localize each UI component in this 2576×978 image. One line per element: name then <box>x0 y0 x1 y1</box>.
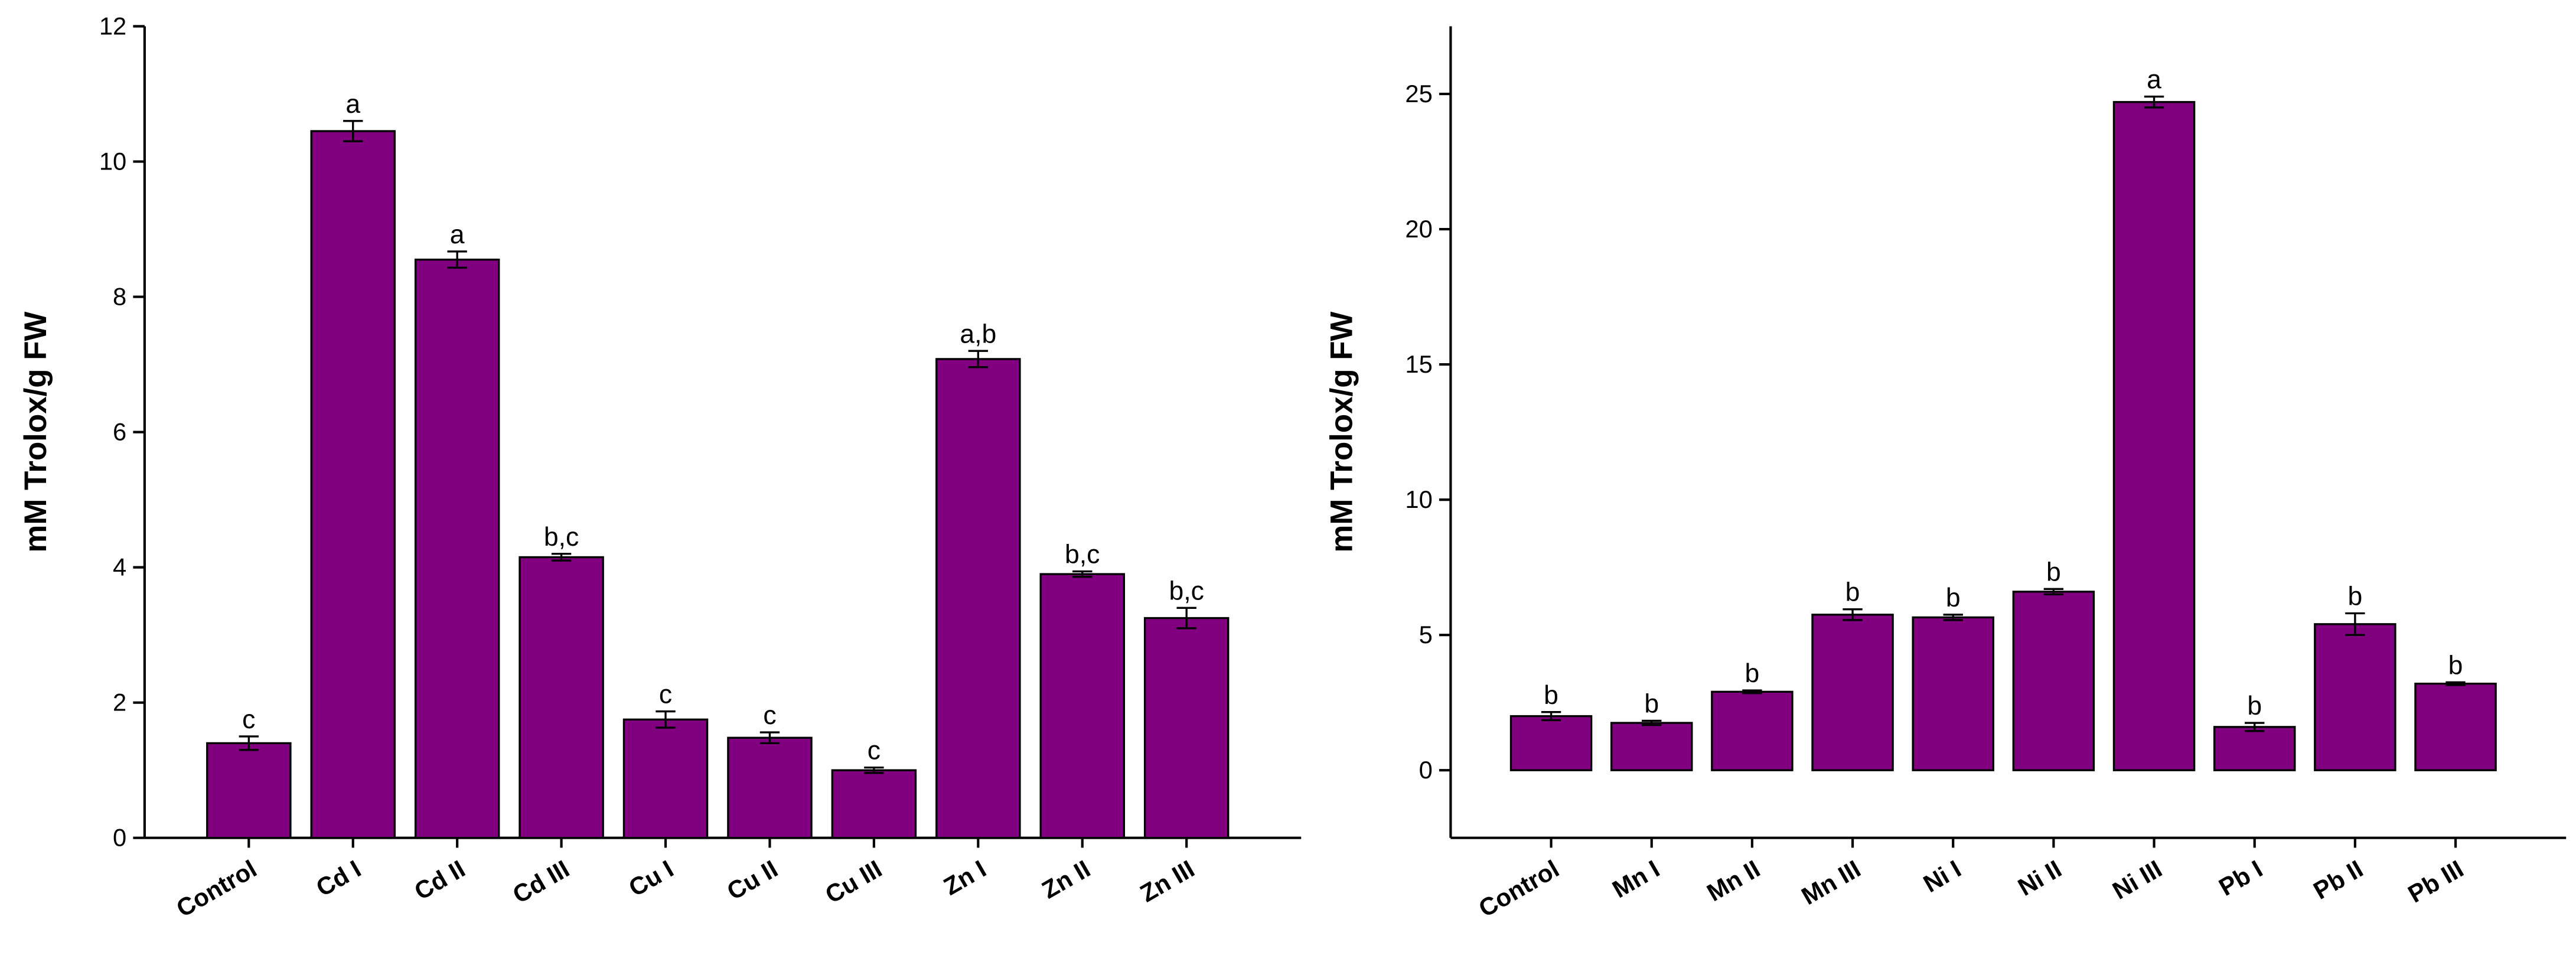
significance-label: b <box>1946 583 1961 612</box>
x-tick-label: Cu III <box>820 855 886 909</box>
x-tick-label: Ni III <box>2108 855 2167 905</box>
error-bar <box>2043 588 2064 596</box>
significance-label: c <box>242 705 255 734</box>
significance-label: b <box>1745 659 1760 688</box>
x-tick-label: Control <box>172 855 262 922</box>
y-tick-label: 5 <box>1419 621 1433 648</box>
y-tick-label: 25 <box>1405 80 1432 107</box>
y-tick-label: 15 <box>1405 350 1432 378</box>
error-bar <box>759 731 780 745</box>
x-tick-label: Cd II <box>410 855 470 905</box>
significance-label: a <box>345 90 360 119</box>
x-tick-label: Zn I <box>939 855 991 901</box>
bar <box>1912 616 1994 771</box>
error-bar <box>1943 614 1963 621</box>
chart: 0 2 4 6 8 10 12 mM Trolox/g FW c Control a Cd I a Cd … <box>18 12 1302 922</box>
y-tick-label: 0 <box>1419 756 1433 784</box>
error-bar <box>2345 612 2365 636</box>
error-bar <box>864 766 884 774</box>
error-bar <box>2245 722 2265 732</box>
bar <box>206 742 292 839</box>
x-tick-label: Control <box>1474 855 1564 922</box>
x-tick-label: Ni I <box>1919 855 1966 898</box>
x-tick-label: Zn III <box>1136 855 1199 907</box>
x-tick-label: Pb I <box>2214 855 2267 901</box>
significance-label: a <box>450 220 465 249</box>
bar <box>2012 591 2095 771</box>
bar <box>310 130 396 839</box>
error-bar <box>1176 607 1196 630</box>
bar <box>1610 722 1693 771</box>
x-tick-label: Mn III <box>1796 855 1865 910</box>
x-tick-label: Pb II <box>2308 855 2368 905</box>
y-axis-label: mM Trolox/g FW <box>18 311 53 552</box>
x-tick-label: Zn II <box>1037 855 1095 904</box>
x-tick-label: Cu II <box>722 855 782 905</box>
error-bar <box>2144 95 2164 109</box>
x-tick-label: Cu I <box>624 855 678 902</box>
x-tick-label: Pb III <box>2403 855 2468 908</box>
error-bar <box>1541 711 1561 722</box>
bar <box>1811 614 1894 771</box>
y-tick-label: 8 <box>113 282 126 310</box>
bar <box>2213 726 2296 771</box>
y-tick-label: 2 <box>113 689 126 716</box>
bar <box>831 769 917 839</box>
y-tick-label: 4 <box>113 553 126 581</box>
bar <box>622 718 709 839</box>
y-tick-label: 10 <box>99 147 126 175</box>
significance-label: b <box>2247 692 2262 721</box>
error-bar <box>1072 570 1093 578</box>
bar <box>2414 682 2497 771</box>
error-bar <box>1742 689 1762 695</box>
error-bar <box>239 735 259 751</box>
bar <box>1509 715 1593 771</box>
x-tick-label: Cd III <box>508 855 574 909</box>
y-tick-label: 0 <box>113 824 126 852</box>
x-tick-label: Mn II <box>1702 855 1765 907</box>
bar <box>2112 101 2196 771</box>
bar <box>414 258 500 839</box>
bar <box>519 556 604 839</box>
significance-label: b <box>2448 651 2463 680</box>
bar <box>1039 573 1125 839</box>
significance-label: a <box>2147 66 2161 94</box>
significance-label: b <box>1544 681 1558 710</box>
y-tick-label: 12 <box>99 12 126 40</box>
significance-label: b,c <box>1065 540 1100 569</box>
bar <box>935 358 1021 839</box>
error-bar <box>656 710 676 729</box>
error-bar <box>551 553 572 562</box>
y-axis-label: mM Trolox/g FW <box>1324 311 1359 552</box>
bar <box>727 736 813 839</box>
significance-label: b <box>1845 578 1860 607</box>
bar <box>1711 690 1794 771</box>
bar <box>1143 617 1230 839</box>
y-tick-label: 6 <box>113 418 126 446</box>
y-tick-label: 20 <box>1405 215 1432 243</box>
significance-label: c <box>659 680 672 709</box>
significance-label: a,b <box>960 320 996 348</box>
error-bar <box>1642 719 1662 726</box>
x-tick-label: Mn I <box>1607 855 1664 903</box>
y-tick-label: 10 <box>1405 485 1432 513</box>
error-bar <box>968 350 989 369</box>
x-tick-label: Cd I <box>311 855 366 902</box>
error-bar <box>1843 608 1863 621</box>
chart: 0 5 10 15 20 25 mM Trolox/g FW b Control b Mn I b Mn… <box>1324 26 2567 922</box>
significance-label: b,c <box>1169 576 1204 605</box>
significance-label: c <box>763 701 776 730</box>
bar <box>2314 623 2396 771</box>
error-bar <box>343 120 363 142</box>
significance-label: b <box>2046 558 2061 586</box>
error-bar <box>447 250 467 269</box>
significance-label: b <box>1644 689 1659 718</box>
error-bar <box>2445 681 2466 686</box>
x-tick-label: Ni II <box>2013 855 2066 901</box>
significance-label: c <box>868 736 881 765</box>
significance-label: b <box>2348 582 2363 611</box>
significance-label: b,c <box>544 523 579 552</box>
